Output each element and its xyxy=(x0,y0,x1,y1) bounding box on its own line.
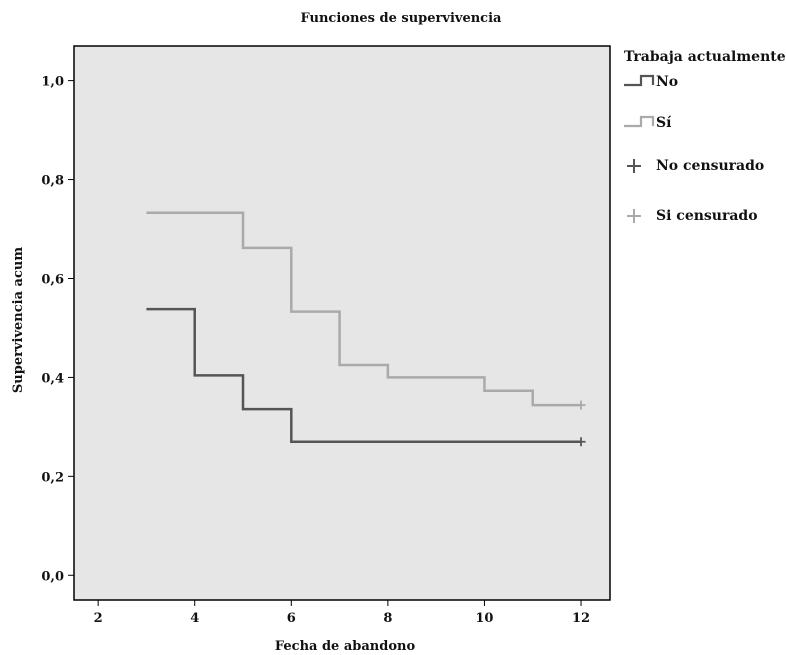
series-line-no xyxy=(146,307,582,443)
x-tick-label: 2 xyxy=(94,611,103,626)
legend: Trabaja actualmente No Sí No censurado Si c… xyxy=(624,49,786,224)
legend-title: Trabaja actualmente xyxy=(624,49,786,65)
x-tick-label: 12 xyxy=(572,611,590,626)
legend-item-label: Si censurado xyxy=(656,208,758,224)
legend-item-label: No censurado xyxy=(656,158,764,174)
y-tick-label: 1,0 xyxy=(41,75,64,90)
y-tick-label: 0,4 xyxy=(41,371,64,386)
legend-item-label: Sí xyxy=(656,115,672,131)
plot-area xyxy=(73,45,611,601)
legend-swatch-plus xyxy=(627,209,641,223)
y-tick-label: 0,6 xyxy=(41,272,64,287)
axis-ticks: 2 4 6 8 10 12 0,0 0,2 0,4 0,6 0,8 1,0 xyxy=(41,75,590,626)
series-line-si xyxy=(146,211,582,407)
censor-mark xyxy=(576,400,586,410)
chart-title: Funciones de supervivencia xyxy=(301,11,502,26)
legend-swatch-plus xyxy=(627,159,641,173)
censor-mark xyxy=(576,437,586,447)
y-tick-label: 0,0 xyxy=(41,569,64,584)
y-tick-label: 0,2 xyxy=(41,470,64,485)
legend-swatch-step xyxy=(624,115,655,128)
x-tick-label: 6 xyxy=(287,611,296,626)
legend-swatch-step xyxy=(624,74,655,87)
y-axis-label: Supervivencia acum xyxy=(11,247,26,393)
x-tick-label: 10 xyxy=(475,611,493,626)
x-tick-label: 4 xyxy=(190,611,199,626)
series-layer xyxy=(146,211,586,447)
y-tick-label: 0,8 xyxy=(41,174,64,189)
legend-item-label: No xyxy=(656,74,678,90)
x-axis-label: Fecha de abandono xyxy=(275,639,416,654)
x-tick-label: 8 xyxy=(383,611,392,626)
